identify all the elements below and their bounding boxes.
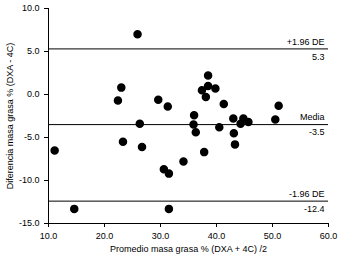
svg-text:Media: Media [300,112,325,122]
svg-text:-12.4: -12.4 [304,204,325,214]
svg-text:-1.96 DE: -1.96 DE [289,189,325,199]
svg-text:5.3: 5.3 [312,52,325,62]
svg-text:20.0: 20.0 [96,231,114,241]
svg-text:Promedio masa grasa % (DXA + 4: Promedio masa grasa % (DXA + 4C) /2 [110,244,267,254]
svg-text:50.0: 50.0 [264,231,282,241]
svg-text:+1.96 DE: +1.96 DE [287,37,325,47]
svg-text:10.0: 10.0 [22,3,40,13]
svg-text:10.0: 10.0 [40,231,58,241]
svg-text:-5.0: -5.0 [24,132,40,142]
svg-text:60.0: 60.0 [320,231,338,241]
svg-text:0.0: 0.0 [27,89,40,99]
svg-text:-10.0: -10.0 [19,175,40,185]
svg-text:Diferencia masa grasa % (DXA -: Diferencia masa grasa % (DXA - 4C) [5,43,15,190]
svg-text:-15.0: -15.0 [19,218,40,228]
svg-text:-3.5: -3.5 [309,127,325,137]
svg-text:5.0: 5.0 [27,46,40,56]
svg-text:40.0: 40.0 [208,231,226,241]
svg-text:30.0: 30.0 [152,231,170,241]
